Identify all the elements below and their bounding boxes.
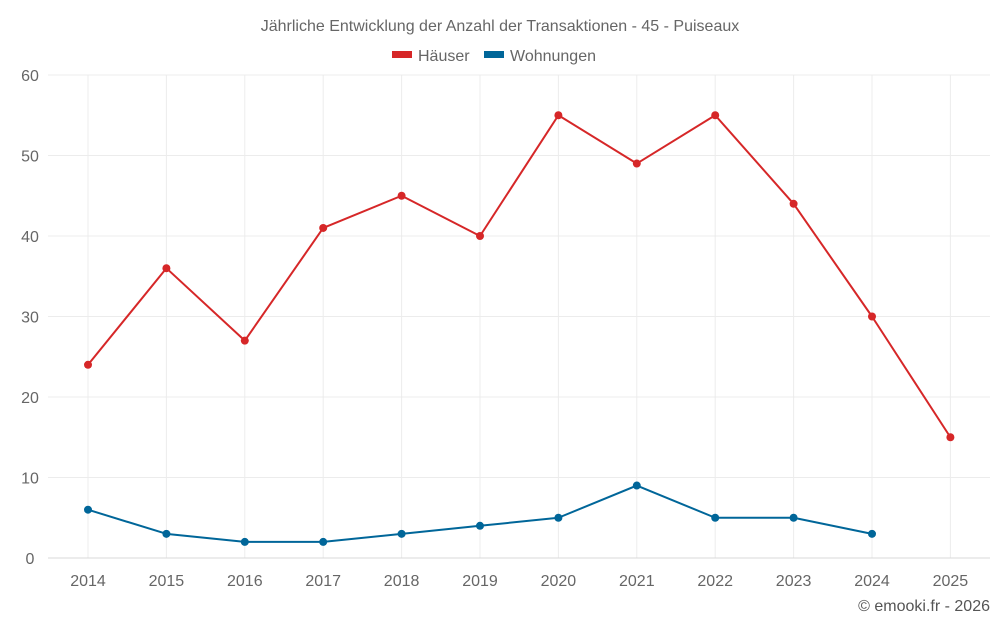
x-tick-label-2025: 2025 (933, 573, 969, 590)
x-tick-label-2019: 2019 (462, 573, 498, 590)
data-point-wohnungen-2017[interactable] (319, 537, 328, 546)
x-tick-label-2021: 2021 (619, 573, 655, 590)
x-tick-label-2015: 2015 (149, 573, 185, 590)
data-point-häuser-2024[interactable] (868, 312, 876, 321)
data-point-wohnungen-2023[interactable] (789, 513, 798, 522)
data-point-häuser-2014[interactable] (84, 360, 92, 369)
y-tick-label-10: 10 (21, 471, 39, 488)
data-point-wohnungen-2024[interactable] (868, 529, 876, 538)
data-point-wohnungen-2016[interactable] (240, 537, 249, 546)
series-layer (84, 111, 955, 546)
legend-swatch (392, 51, 412, 58)
axes: 0 10 20 30 40 50 60 2014 2015 2016 2017 2018 2019 202… (21, 68, 990, 590)
series-line-1 (87, 114, 952, 439)
data-point-häuser-2019[interactable] (476, 232, 484, 240)
data-point-häuser-2020[interactable] (554, 111, 563, 120)
legend-item-häuser[interactable]: Häuser (392, 48, 470, 65)
legend-item-wohnungen[interactable]: Wohnungen (484, 48, 596, 65)
data-point-häuser-2016[interactable] (240, 336, 249, 345)
x-tick-label-2017: 2017 (305, 573, 341, 590)
data-point-wohnungen-2021[interactable] (632, 481, 641, 490)
x-tick-label-2016: 2016 (227, 573, 263, 590)
data-point-wohnungen-2019[interactable] (476, 521, 484, 530)
grid (48, 74, 990, 559)
data-point-häuser-2015[interactable] (162, 264, 171, 273)
data-point-häuser-2017[interactable] (319, 223, 328, 232)
y-tick-label-20: 20 (21, 390, 39, 407)
data-point-häuser-2023[interactable] (789, 199, 798, 208)
y-tick-label-60: 60 (21, 68, 39, 85)
data-point-wohnungen-2015[interactable] (162, 529, 171, 538)
copyright-text: © emooki.fr - 2026 (858, 598, 990, 615)
legend-swatch (484, 51, 504, 58)
y-tick-label-0: 0 (26, 551, 35, 568)
data-point-wohnungen-2022[interactable] (711, 513, 720, 522)
x-tick-label-2014: 2014 (70, 573, 106, 590)
series-wohnungen (84, 481, 876, 546)
y-tick-label-30: 30 (21, 310, 39, 327)
legend: Häuser Wohnungen (392, 48, 596, 65)
legend-label: Häuser (418, 48, 470, 65)
data-point-häuser-2022[interactable] (711, 111, 720, 120)
data-point-häuser-2018[interactable] (397, 191, 406, 200)
x-tick-label-2023: 2023 (776, 573, 812, 590)
series-häuser (84, 111, 955, 442)
x-tick-label-2024: 2024 (854, 573, 890, 590)
data-point-wohnungen-2020[interactable] (554, 513, 563, 522)
x-tick-label-2018: 2018 (384, 573, 420, 590)
x-tick-label-2020: 2020 (541, 573, 577, 590)
legend-label: Wohnungen (510, 48, 596, 65)
data-point-wohnungen-2018[interactable] (397, 529, 406, 538)
data-point-häuser-2025[interactable] (946, 433, 955, 442)
data-point-wohnungen-2014[interactable] (84, 505, 92, 514)
x-tick-label-2022: 2022 (697, 573, 733, 590)
chart-title: Jährliche Entwicklung der Anzahl der Tra… (261, 18, 739, 35)
data-point-häuser-2021[interactable] (632, 159, 641, 168)
y-tick-label-50: 50 (21, 149, 39, 166)
y-tick-label-40: 40 (21, 229, 39, 246)
